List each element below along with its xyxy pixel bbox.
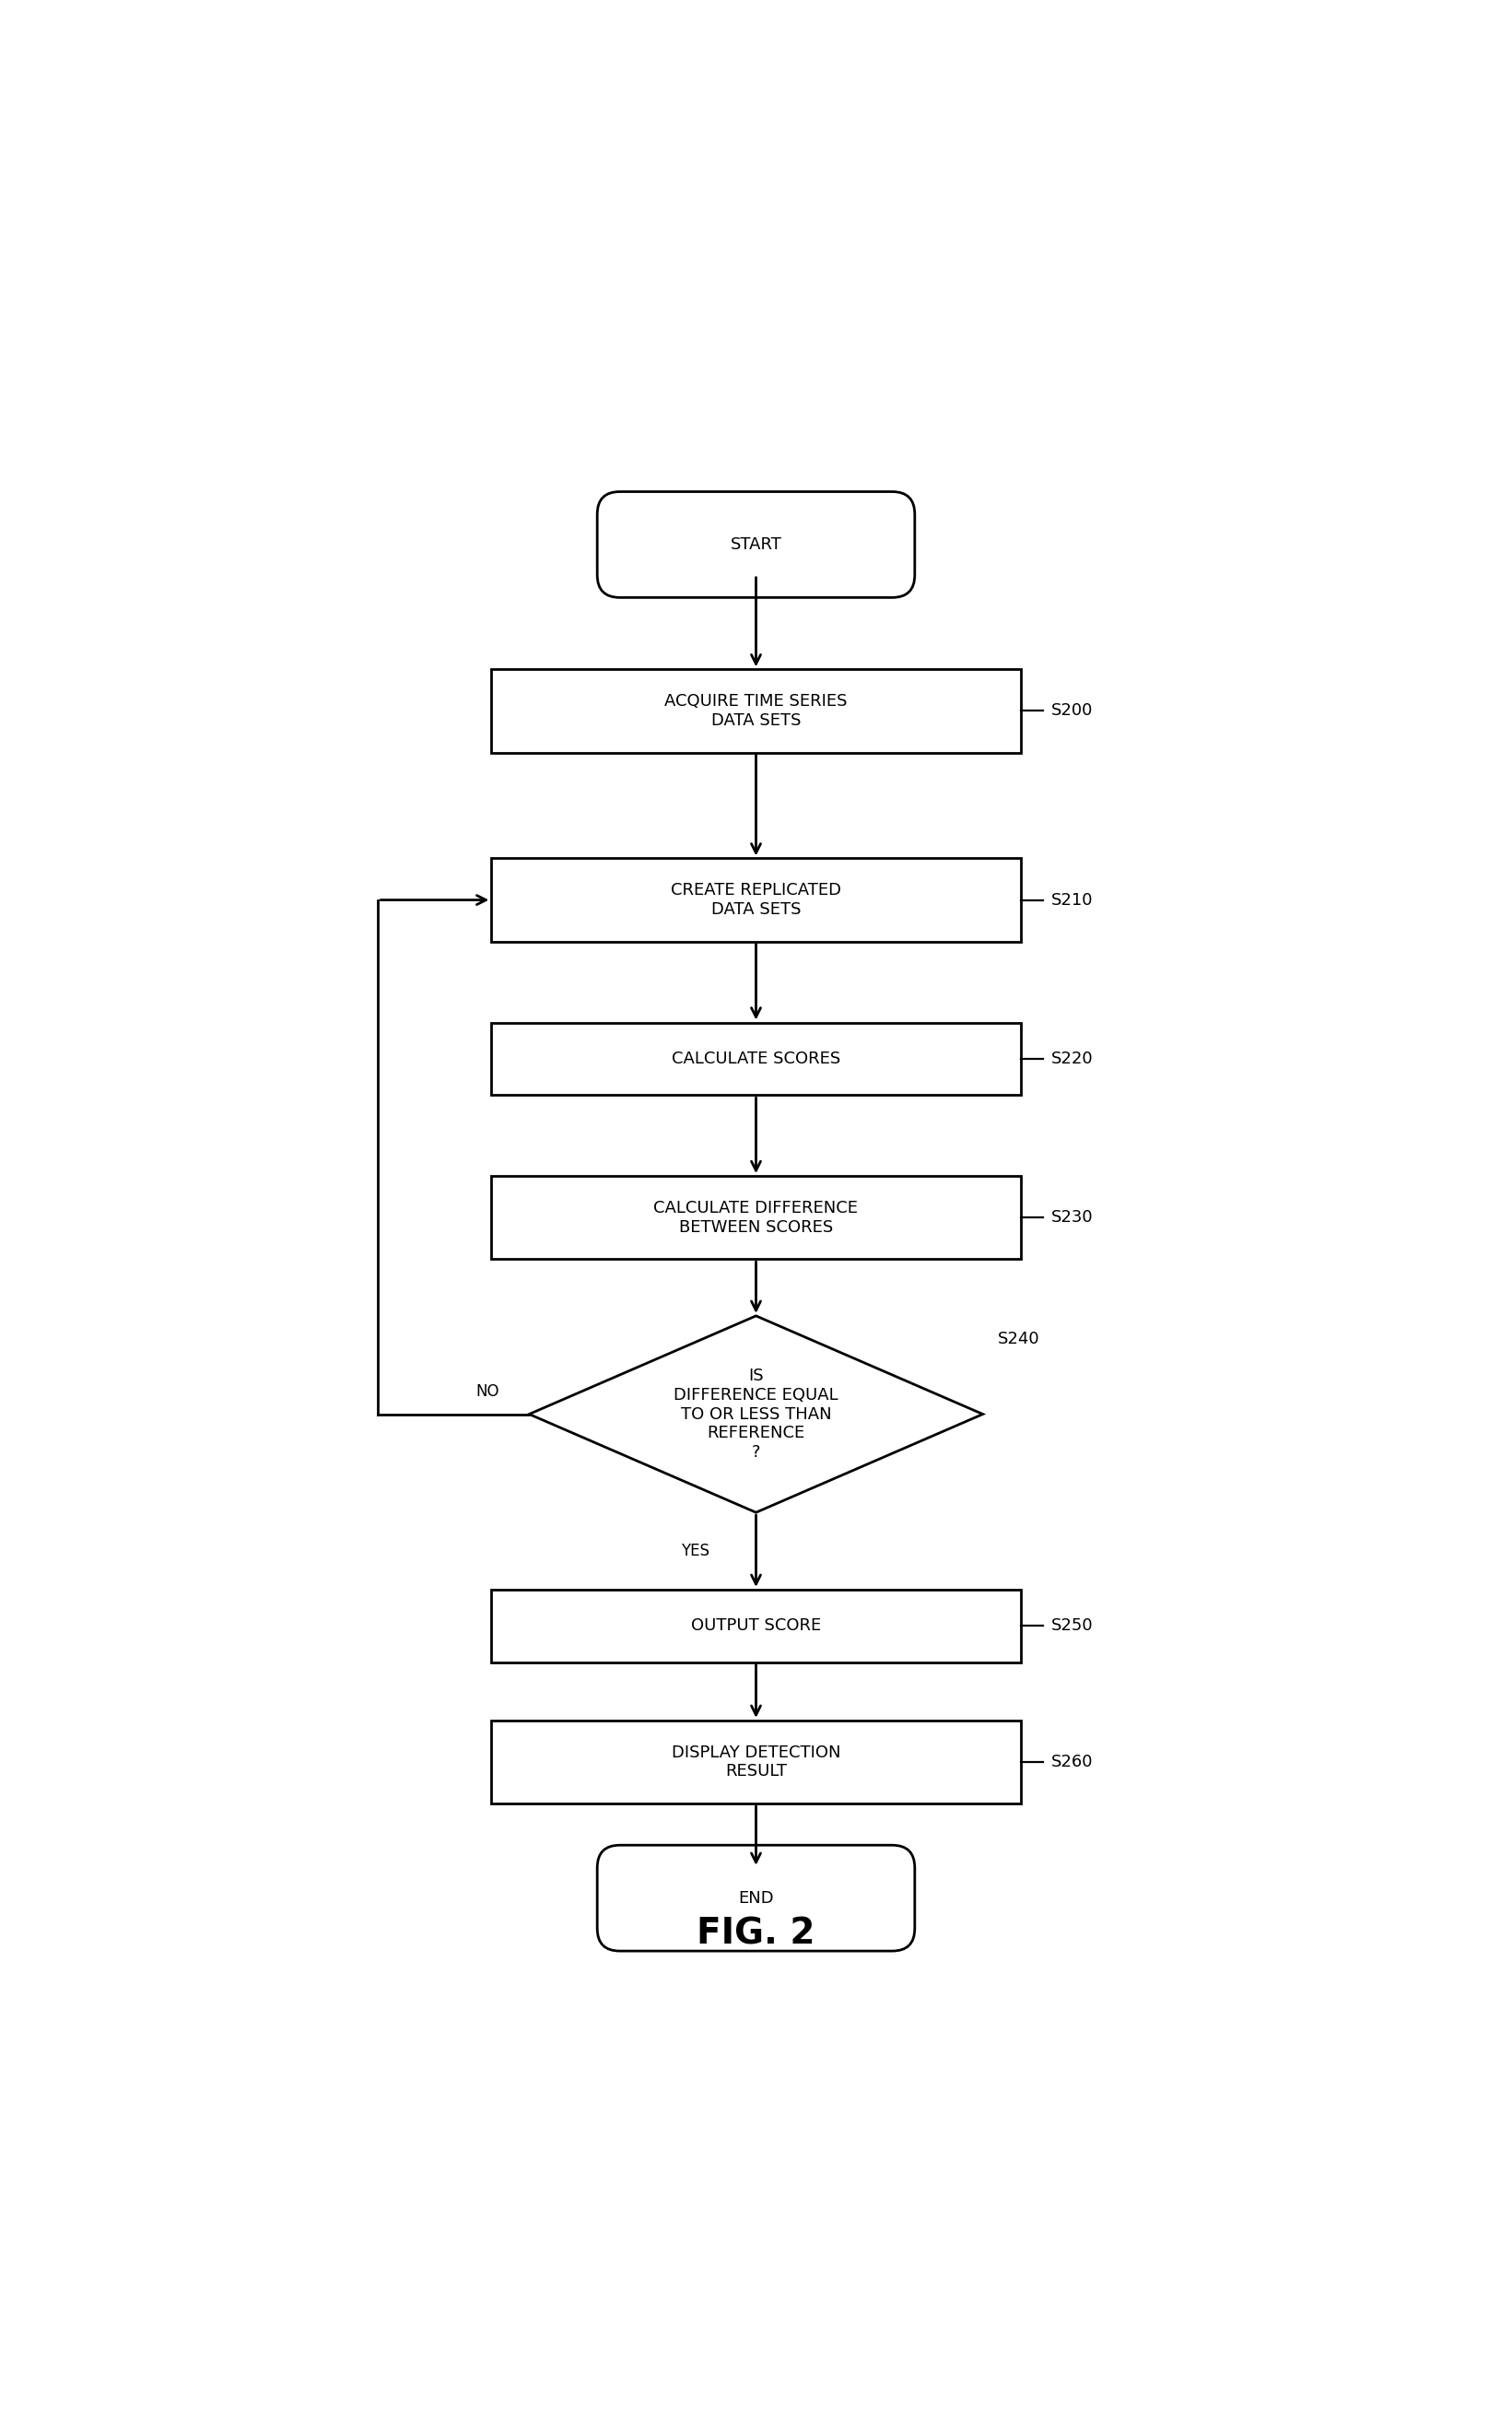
Text: S200: S200 (1051, 702, 1093, 719)
Text: S230: S230 (1051, 1210, 1093, 1227)
Bar (491, 670, 1021, 753)
Text: END: END (738, 1890, 774, 1907)
FancyBboxPatch shape (597, 1844, 915, 1951)
FancyBboxPatch shape (597, 491, 915, 598)
Bar (491, 1721, 1021, 1803)
Text: OUTPUT SCORE: OUTPUT SCORE (691, 1617, 821, 1634)
Text: FIG. 2: FIG. 2 (697, 1917, 815, 1951)
Text: CALCULATE SCORES: CALCULATE SCORES (671, 1050, 841, 1067)
Bar (491, 1590, 1021, 1663)
Text: IS
DIFFERENCE EQUAL
TO OR LESS THAN
REFERENCE
?: IS DIFFERENCE EQUAL TO OR LESS THAN REFE… (674, 1367, 838, 1462)
Text: YES: YES (682, 1542, 709, 1558)
Bar (491, 859, 1021, 941)
Text: S260: S260 (1051, 1754, 1093, 1771)
Text: S250: S250 (1051, 1617, 1093, 1634)
Bar (491, 1176, 1021, 1258)
Text: START: START (730, 537, 782, 552)
Text: S240: S240 (998, 1331, 1040, 1348)
Text: S220: S220 (1051, 1050, 1093, 1067)
Text: CALCULATE DIFFERENCE
BETWEEN SCORES: CALCULATE DIFFERENCE BETWEEN SCORES (653, 1200, 859, 1237)
Polygon shape (529, 1316, 983, 1512)
Text: DISPLAY DETECTION
RESULT: DISPLAY DETECTION RESULT (671, 1745, 841, 1779)
Text: NO: NO (475, 1384, 499, 1399)
Bar (491, 1024, 1021, 1096)
Text: S210: S210 (1051, 891, 1093, 908)
Text: ACQUIRE TIME SERIES
DATA SETS: ACQUIRE TIME SERIES DATA SETS (665, 692, 847, 728)
Text: CREATE REPLICATED
DATA SETS: CREATE REPLICATED DATA SETS (671, 883, 841, 917)
